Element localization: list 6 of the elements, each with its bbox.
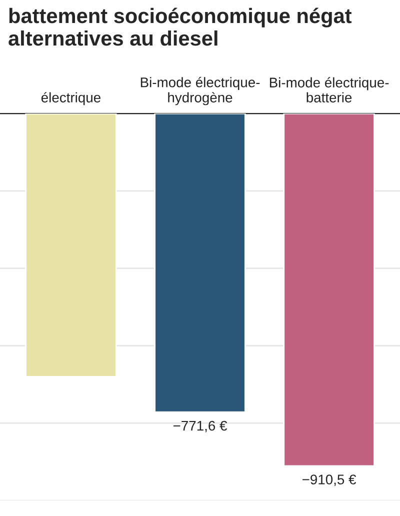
data-label: −910,5 € <box>302 474 356 486</box>
chart-title: battement socioéconomique négat alternatives au diesel <box>8 8 352 46</box>
x-tick-label: électrique <box>41 92 100 106</box>
data-label: −771,6 € <box>173 420 228 432</box>
x-tick-label: Bi-mode électrique- hydrogène <box>140 76 260 106</box>
x-tick-label: Bi-mode électrique- batterie <box>270 77 389 102</box>
